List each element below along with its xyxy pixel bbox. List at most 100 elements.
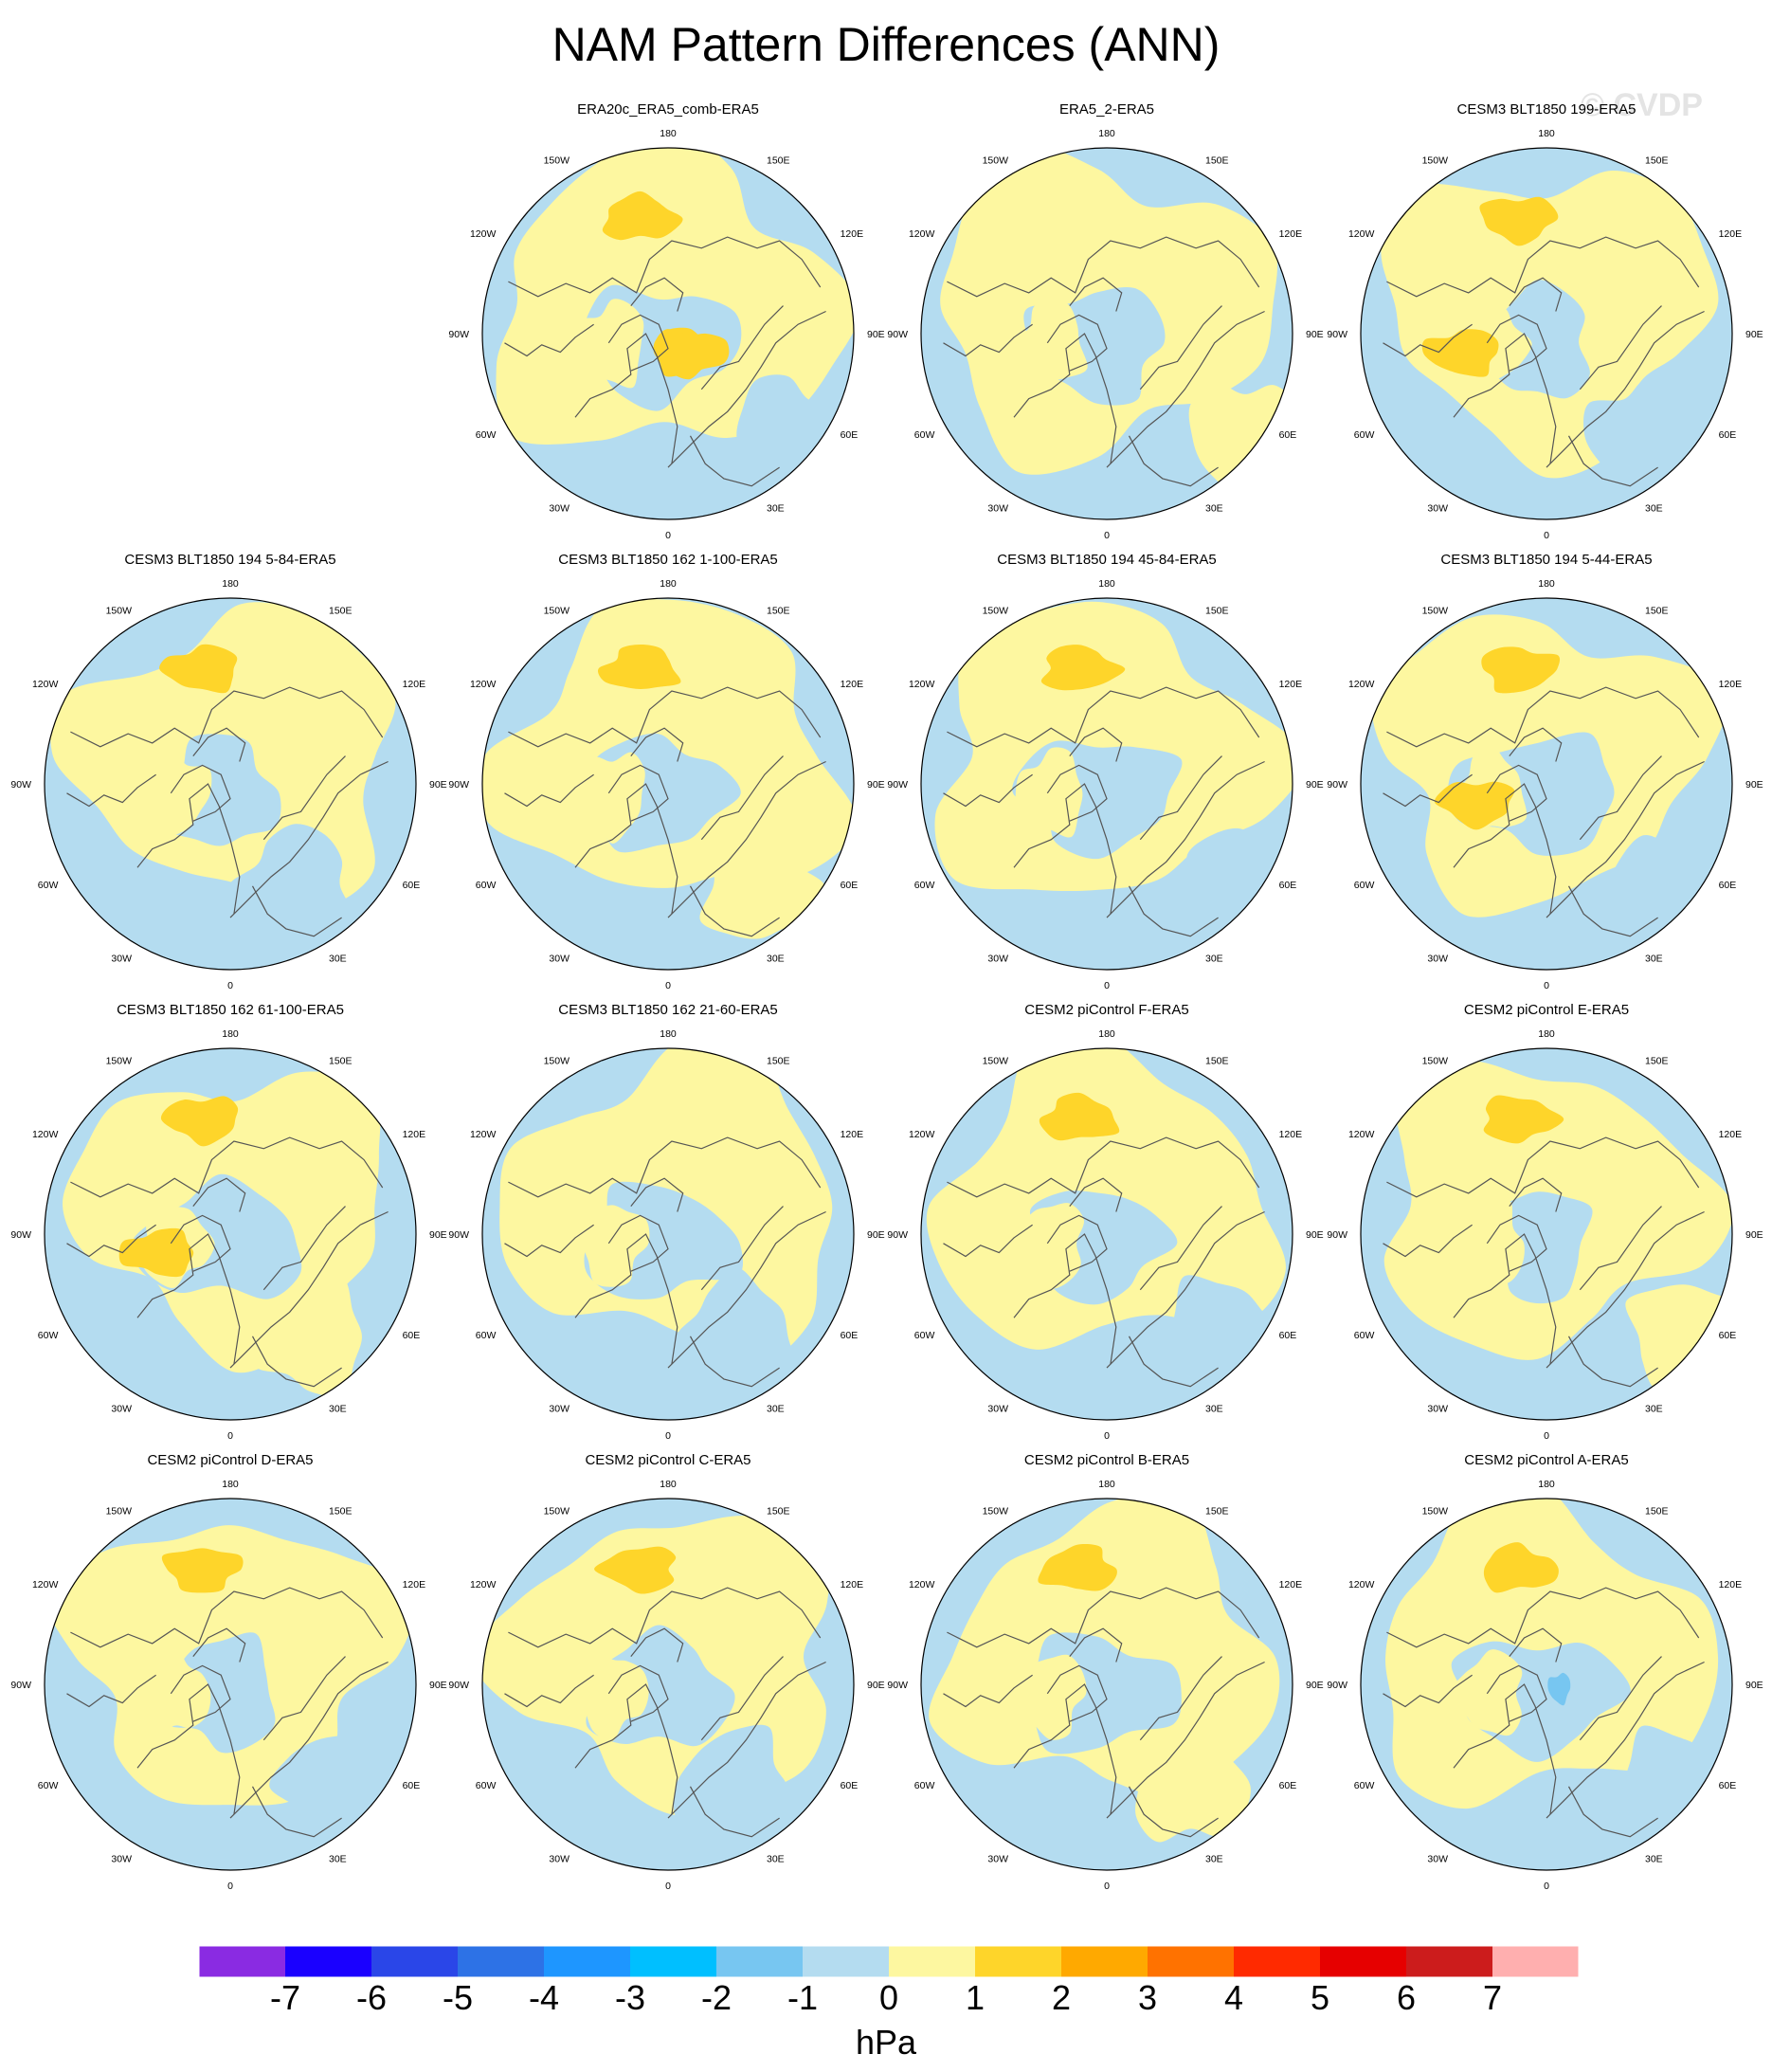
longitude-label: 150W <box>106 1055 133 1066</box>
longitude-label: 0 <box>227 980 233 991</box>
coastline <box>1128 1786 1219 1838</box>
longitude-label: 150W <box>983 605 1009 616</box>
longitude-label: 150W <box>1422 1505 1449 1517</box>
coastline <box>1069 1177 1123 1212</box>
longitude-label: 30E <box>1205 503 1223 515</box>
coastline <box>192 1177 246 1212</box>
longitude-label: 90W <box>887 779 908 791</box>
longitude-label: 0 <box>1544 980 1549 991</box>
colorbar-box <box>889 1946 975 1977</box>
longitude-label: 150E <box>1205 605 1229 616</box>
longitude-label: 180 <box>1538 1479 1555 1490</box>
longitude-label: 30E <box>329 954 347 965</box>
coastline <box>136 1683 241 1815</box>
longitude-label: 120W <box>1348 1579 1375 1590</box>
longitude-label: 120E <box>1279 1129 1303 1140</box>
coastline <box>1453 1233 1557 1365</box>
coastline <box>700 1656 784 1741</box>
positive-2hpa-region <box>597 644 681 690</box>
longitude-label: 30E <box>767 503 785 515</box>
map-border <box>481 1047 855 1421</box>
coastline <box>607 1664 669 1722</box>
colorbar-tick-label: -5 <box>443 1978 473 2017</box>
longitude-label: 90E <box>867 1680 885 1691</box>
longitude-label: 150W <box>544 154 570 166</box>
longitude-label: 150E <box>1205 154 1229 166</box>
colorbar-tick-label: -7 <box>270 1978 300 2017</box>
map-panel: CESM3 BLT1850 199-ERA5 180 150E 120E 90E 60E 3… <box>1327 101 1763 541</box>
map-border <box>920 147 1293 520</box>
anomaly-region <box>1583 378 1699 499</box>
longitude-label: 180 <box>1098 1479 1115 1490</box>
colorbar-tick-label: -4 <box>529 1978 559 2017</box>
longitude-label: 150E <box>767 154 790 166</box>
colorbar-tick-label: -6 <box>356 1978 387 2017</box>
longitude-label: 0 <box>665 1881 671 1892</box>
coastline <box>1486 1664 1547 1722</box>
coastline <box>700 305 784 391</box>
coastline <box>504 1224 594 1258</box>
colorbar-box <box>1320 1946 1406 1977</box>
longitude-label: 0 <box>1544 530 1549 541</box>
coastline <box>1139 305 1222 391</box>
colorbar-tick-label: -3 <box>615 1978 645 2017</box>
longitude-label: 60E <box>1719 880 1737 891</box>
positive-region <box>575 1205 650 1287</box>
longitude-label: 120W <box>1348 1129 1375 1140</box>
panel-title: CESM3 BLT1850 162 21-60-ERA5 <box>558 1002 778 1018</box>
longitude-label: 60W <box>476 1780 497 1791</box>
coastline <box>66 773 156 808</box>
longitude-label: 0 <box>1104 1881 1110 1892</box>
coastline <box>1013 1233 1117 1365</box>
longitude-label: 150W <box>983 1505 1009 1517</box>
longitude-label: 120E <box>1719 1579 1743 1590</box>
colorbar-tick-label: 0 <box>879 1978 898 2017</box>
longitude-label: 60E <box>403 880 421 891</box>
longitude-label: 60E <box>841 1780 859 1791</box>
coastline <box>1386 686 1700 748</box>
longitude-label: 0 <box>227 1430 233 1442</box>
longitude-label: 30E <box>767 1854 785 1865</box>
coastline <box>1046 1664 1108 1722</box>
coastline <box>508 686 822 748</box>
map-border <box>44 1498 417 1871</box>
positive-2hpa-region <box>1039 1092 1120 1141</box>
longitude-label: 60E <box>403 1780 421 1791</box>
longitude-label: 0 <box>1104 530 1110 541</box>
longitude-label: 90E <box>1745 329 1763 340</box>
longitude-label: 0 <box>1544 1430 1549 1442</box>
longitude-label: 30E <box>1645 503 1663 515</box>
map-border <box>44 1047 417 1421</box>
longitude-label: 30W <box>111 954 132 965</box>
longitude-label: 90E <box>429 1680 447 1691</box>
coastline <box>70 686 384 748</box>
longitude-label: 150W <box>1422 154 1449 166</box>
longitude-label: 30W <box>549 1854 570 1865</box>
longitude-label: 90W <box>887 1229 908 1241</box>
positive-2hpa-region <box>1434 781 1515 830</box>
longitude-label: 0 <box>665 980 671 991</box>
panel-title: CESM2 piControl C-ERA5 <box>585 1452 750 1468</box>
longitude-label: 60W <box>1354 429 1375 441</box>
coastline <box>1579 755 1662 841</box>
longitude-label: 180 <box>222 1028 239 1040</box>
coastline <box>689 1336 780 1388</box>
coastline <box>689 1786 780 1838</box>
longitude-label: 30W <box>987 954 1008 965</box>
positive-2hpa-region <box>602 191 683 241</box>
longitude-label: 150E <box>1645 1055 1669 1066</box>
coastline <box>1106 760 1265 918</box>
positive-region <box>926 1048 1286 1350</box>
coastline <box>1046 1214 1108 1272</box>
map-panel: CESM3 BLT1850 194 5-44-ERA5 180 150E 120E 90… <box>1327 552 1763 991</box>
colorbar-tick-label: 5 <box>1311 1978 1329 2017</box>
coastline <box>1383 1674 1473 1708</box>
longitude-label: 30W <box>1427 954 1448 965</box>
coastline <box>170 1214 231 1272</box>
coastline <box>1453 1683 1557 1815</box>
panel-title: CESM2 piControl D-ERA5 <box>147 1452 313 1468</box>
longitude-label: 90W <box>1327 329 1347 340</box>
coastline <box>1546 310 1705 468</box>
map-border <box>481 597 855 971</box>
colorbar-box <box>630 1946 716 1977</box>
